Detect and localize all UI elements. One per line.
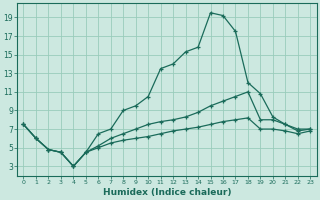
X-axis label: Humidex (Indice chaleur): Humidex (Indice chaleur) [103, 188, 231, 197]
